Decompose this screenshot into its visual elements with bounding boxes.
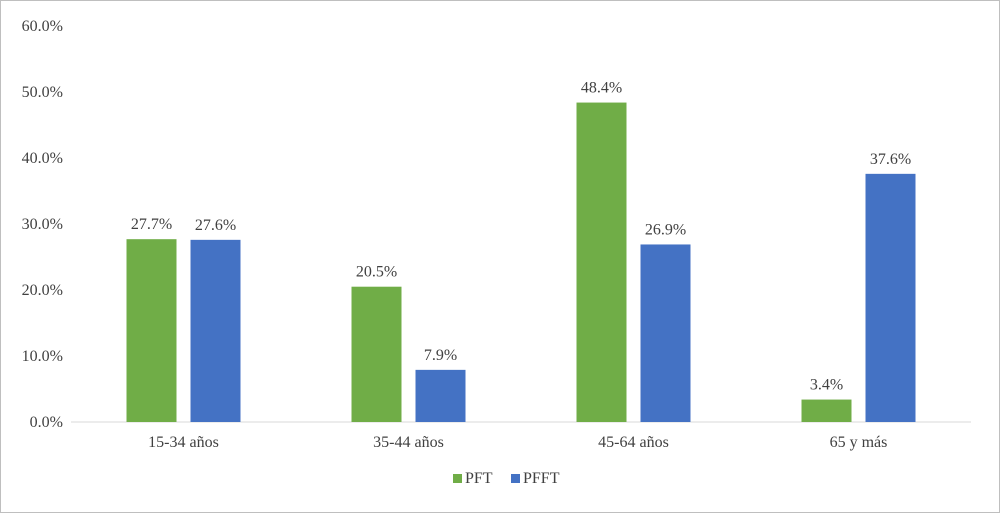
x-category-label: 35-44 años xyxy=(373,434,444,451)
data-label: 48.4% xyxy=(581,80,622,97)
x-category-label: 45-64 años xyxy=(598,434,669,451)
data-labels: 27.7% 27.6% 20.5% 7.9% 48.4% 26.9% 3.4% 37.6% xyxy=(131,80,911,394)
data-label: 20.5% xyxy=(356,264,397,281)
y-tick-label: 40.0% xyxy=(22,150,63,167)
bar-pfft xyxy=(865,173,916,422)
legend-swatch-pft xyxy=(453,474,462,483)
bar-pft xyxy=(126,239,177,422)
bar-pfft xyxy=(415,369,466,422)
legend: PFT PFFT xyxy=(453,470,560,487)
y-tick-label: 0.0% xyxy=(30,414,63,431)
data-label: 3.4% xyxy=(810,377,843,394)
x-category-label: 15-34 años xyxy=(148,434,219,451)
x-category-label: 65 y más xyxy=(830,434,888,451)
y-tick-label: 30.0% xyxy=(22,216,63,233)
y-tick-label: 50.0% xyxy=(22,84,63,101)
bar-pft xyxy=(801,399,852,422)
bar-pft xyxy=(351,286,402,422)
data-label: 37.6% xyxy=(870,151,911,168)
data-label: 27.7% xyxy=(131,216,172,233)
bar-pfft xyxy=(640,244,691,422)
legend-swatch-pfft xyxy=(511,474,520,483)
legend-label: PFFT xyxy=(523,470,560,487)
y-tick-label: 20.0% xyxy=(22,282,63,299)
data-label: 27.6% xyxy=(195,217,236,234)
y-axis: 0.0% 10.0% 20.0% 30.0% 40.0% 50.0% 60.0% xyxy=(22,18,63,431)
bar-pft xyxy=(576,102,627,422)
x-axis: 15-34 años 35-44 años 45-64 años 65 y más xyxy=(71,421,971,451)
y-tick-label: 60.0% xyxy=(22,18,63,35)
data-label: 7.9% xyxy=(424,347,457,364)
data-label: 26.9% xyxy=(645,221,686,238)
bars xyxy=(126,102,916,422)
bar-pfft xyxy=(190,239,241,422)
y-tick-label: 10.0% xyxy=(22,348,63,365)
legend-label: PFT xyxy=(465,470,493,487)
